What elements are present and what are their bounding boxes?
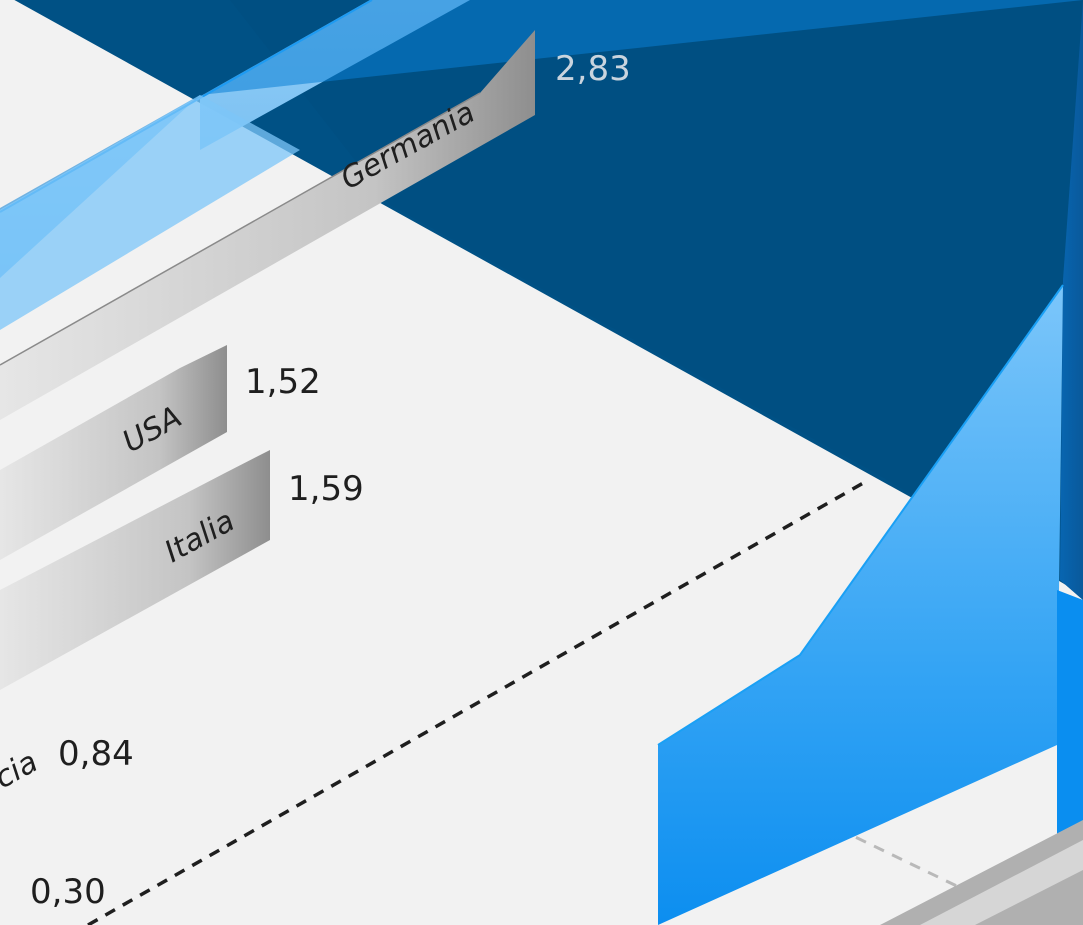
dashed-trend-line <box>87 480 866 925</box>
value-label-usa: 1,52 <box>245 362 321 402</box>
value-label-italia: 1,59 <box>288 469 364 509</box>
blue-band-front <box>0 0 1083 210</box>
category-label-francia: cia <box>0 744 44 796</box>
blue-3d-shape <box>657 0 1083 925</box>
bar-germania <box>0 30 535 420</box>
value-label-germania: 2,83 <box>555 49 631 89</box>
value-label-lowest: 0,30 <box>30 872 106 912</box>
light-blue-band-lower <box>0 95 300 330</box>
value-label-francia: 0,84 <box>58 734 134 774</box>
bar-italia <box>0 450 270 690</box>
bar-usa <box>0 345 227 560</box>
